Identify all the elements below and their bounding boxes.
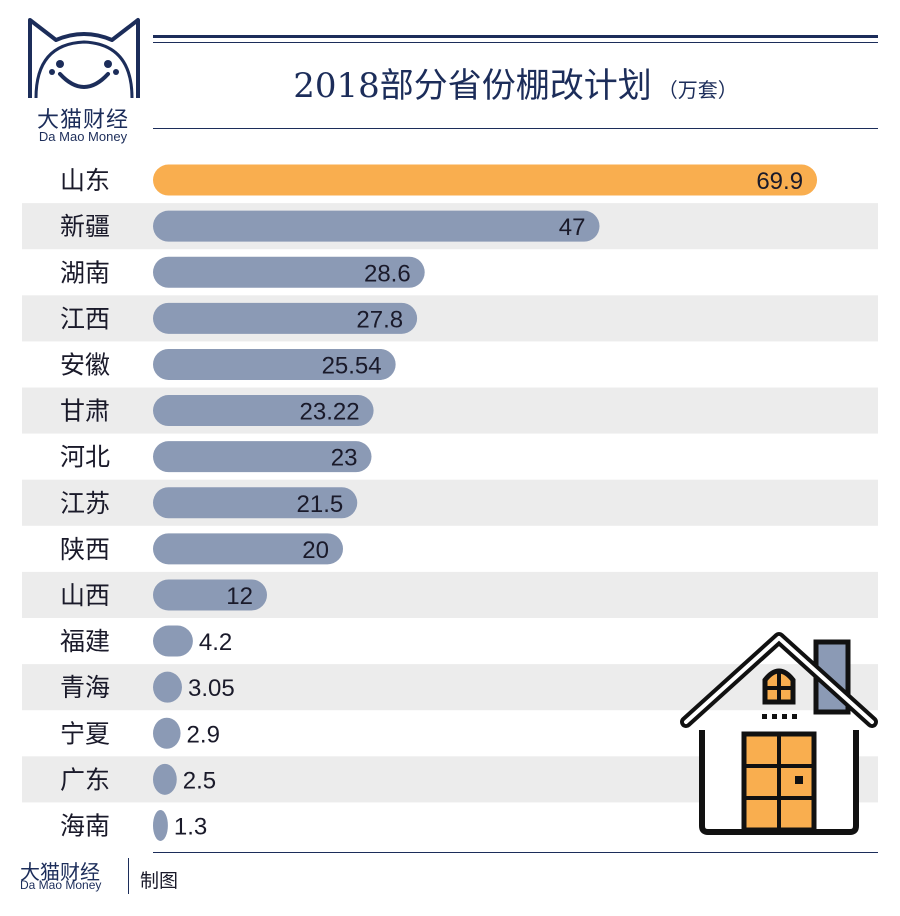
- value-label: 23.22: [300, 399, 360, 426]
- bar: [153, 441, 372, 473]
- bar: [153, 809, 168, 841]
- chart-title: 2018部分省份棚改计划 （万套）: [153, 58, 878, 118]
- bar: [153, 210, 600, 242]
- footer-brand-cn: 大猫财经: [20, 860, 100, 884]
- value-label: 2.5: [183, 767, 216, 794]
- row-stripe: [22, 295, 878, 342]
- value-label: 47: [559, 214, 586, 241]
- footer-rule: [153, 852, 878, 853]
- bar: [153, 579, 267, 611]
- category-label: 甘肃: [60, 397, 110, 426]
- row-stripe: [22, 571, 878, 618]
- category-label: 福建: [60, 627, 110, 656]
- title-rule-top: [153, 35, 878, 38]
- category-label: 广东: [60, 765, 110, 794]
- category-label: 山东: [60, 166, 110, 195]
- category-label: 陕西: [60, 535, 110, 564]
- value-label: 25.54: [322, 352, 382, 379]
- chart-unit: （万套）: [657, 78, 738, 102]
- value-label: 21.5: [297, 491, 344, 518]
- value-label: 1.3: [174, 813, 207, 840]
- value-label: 2.9: [187, 721, 220, 748]
- category-label: 湖南: [60, 258, 110, 287]
- category-label: 江苏: [60, 489, 110, 518]
- bar: [153, 717, 181, 749]
- footer-credit: 制图: [140, 870, 179, 892]
- bar: [153, 533, 343, 565]
- footer-separator: [128, 858, 129, 894]
- bar: [153, 487, 358, 519]
- value-label: 28.6: [364, 260, 411, 287]
- category-label: 新疆: [60, 212, 110, 241]
- brand-name-cn: 大猫财经: [36, 108, 129, 133]
- cat-logo-icon: [28, 18, 140, 99]
- bar: [153, 763, 177, 795]
- house-icon: [680, 632, 878, 835]
- value-label: 20: [302, 537, 329, 564]
- value-label: 27.8: [356, 306, 403, 333]
- category-label: 河北: [60, 443, 110, 472]
- category-label: 安徽: [60, 350, 110, 379]
- value-label: 3.05: [188, 675, 235, 702]
- bar: [153, 395, 374, 427]
- value-label: 69.9: [756, 168, 803, 195]
- bar: [153, 671, 182, 703]
- value-label: 12: [226, 583, 253, 610]
- value-label: 4.2: [199, 629, 232, 656]
- brand-name-en: Da Mao Money: [38, 129, 128, 144]
- category-label: 江西: [60, 304, 110, 333]
- bar: [153, 625, 193, 657]
- category-label: 山西: [60, 581, 110, 610]
- value-label: 23: [331, 445, 358, 472]
- bar: [153, 256, 425, 288]
- title-rule-top-thin: [153, 42, 878, 43]
- title-rule-bottom: [153, 128, 878, 129]
- row-stripe: [22, 479, 878, 526]
- bar: [153, 164, 818, 196]
- footer-brand-en: Da Mao Money: [20, 878, 102, 892]
- category-label: 青海: [60, 673, 110, 702]
- chart-title-text: 2018部分省份棚改计划: [293, 66, 652, 106]
- category-label: 宁夏: [60, 719, 110, 748]
- bar: [153, 302, 418, 334]
- row-stripe: [22, 387, 878, 434]
- category-label: 海南: [60, 811, 110, 840]
- brand-logo: 大猫财经 Da Mao Money: [18, 14, 150, 144]
- bar: [153, 348, 396, 380]
